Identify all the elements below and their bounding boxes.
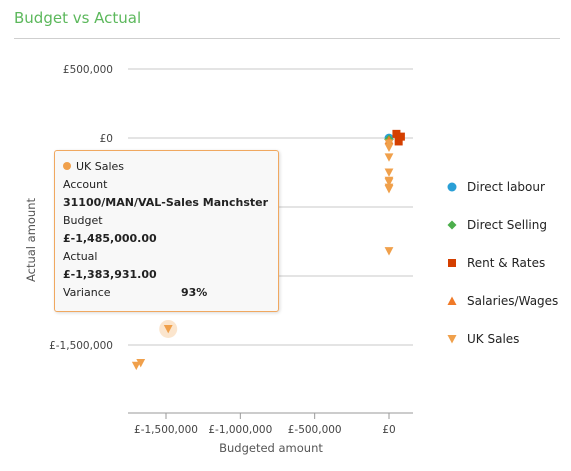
tooltip-series-name: UK Sales (76, 160, 125, 173)
tooltip-variance-row: Variance 93% (63, 284, 270, 302)
x-axis-title: Budgeted amount (219, 441, 323, 455)
tooltip-actual-label: Actual (63, 250, 98, 263)
legend-label: Rent & Rates (467, 256, 546, 270)
circle-marker-icon (447, 182, 457, 192)
tooltip-budget-value: £-1,485,000.00 (63, 232, 157, 245)
data-point (384, 153, 394, 162)
point-tooltip: UK Sales Account 31100/MAN/VAL-Sales Man… (54, 150, 279, 312)
legend-item-rent-rates[interactable]: Rent & Rates (445, 244, 558, 282)
x-tick-label: £-1,500,000 (134, 424, 198, 436)
x-tick-label: £-1,000,000 (208, 424, 272, 436)
square-marker-icon (448, 259, 456, 267)
legend-label: UK Sales (467, 332, 520, 346)
title-divider (14, 38, 560, 39)
data-point (384, 247, 394, 256)
legend-label: Salaries/Wages (467, 294, 559, 308)
triangle-up-marker-icon (447, 296, 457, 305)
tooltip-account-label: Account (63, 178, 108, 191)
tooltip-variance-label: Variance (63, 286, 111, 299)
legend-item-uk-sales[interactable]: UK Sales (445, 320, 558, 358)
diamond-marker-icon (447, 220, 457, 230)
data-point (394, 137, 403, 146)
legend-item-salaries-wages[interactable]: Salaries/Wages (445, 282, 558, 320)
triangle-down-marker-icon (447, 335, 457, 344)
series-dot-icon (63, 162, 71, 170)
legend: Direct labour Direct Selling Rent & Rate… (445, 168, 558, 358)
legend-label: Direct Selling (467, 218, 547, 232)
data-point (384, 143, 394, 153)
chart-title: Budget vs Actual (14, 9, 142, 27)
data-point (396, 132, 405, 141)
data-point (131, 361, 141, 371)
legend-item-direct-labour[interactable]: Direct labour (445, 168, 558, 206)
y-tick-label: £500,000 (63, 64, 113, 76)
data-point (384, 183, 394, 193)
x-tick-label: £-500,000 (288, 424, 342, 436)
data-point (163, 324, 173, 334)
legend-label: Direct labour (467, 180, 545, 194)
tooltip-variance-value: 93% (181, 286, 208, 299)
data-point (384, 178, 394, 187)
x-tick-label: £0 (382, 424, 395, 436)
data-point (384, 168, 394, 177)
y-tick-label: £-1,500,000 (49, 340, 113, 352)
y-axis-title: Actual amount (24, 197, 38, 282)
data-point (392, 129, 401, 138)
data-point (136, 358, 146, 368)
y-tick-label: £0 (100, 133, 113, 145)
tooltip-account-value: 31100/MAN/VAL-Sales Manchster (63, 196, 269, 209)
tooltip-budget-label: Budget (63, 214, 103, 227)
tooltip-series: UK Sales (63, 158, 270, 176)
legend-item-direct-selling[interactable]: Direct Selling (445, 206, 558, 244)
tooltip-actual-value: £-1,383,931.00 (63, 268, 157, 281)
